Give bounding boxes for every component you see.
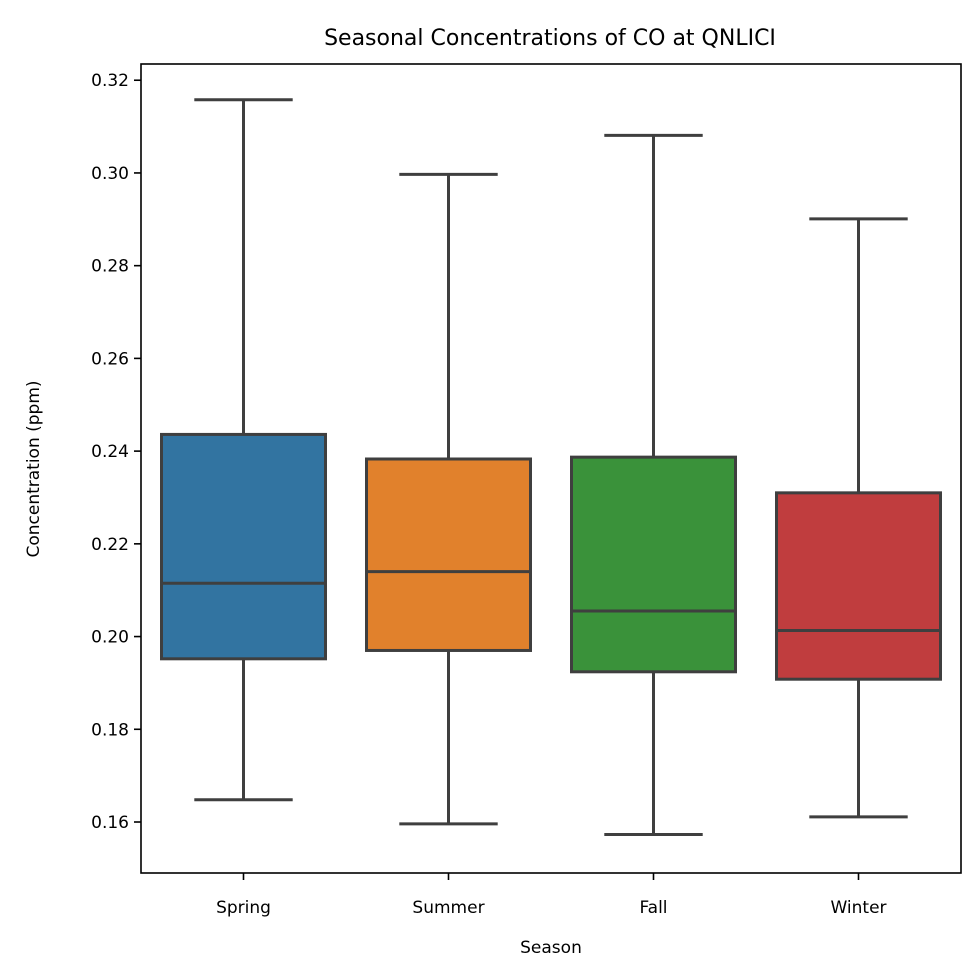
y-tick-label: 0.28: [91, 257, 129, 277]
y-axis-label: Concentration (ppm): [24, 380, 44, 557]
x-tick-label: Winter: [830, 898, 886, 918]
plot-area: 0.16 0.18 0.20 0.22 0.24 0.26 0.28 0.30 0.32 Spri…: [91, 63, 962, 918]
axes-frame: [140, 63, 962, 874]
y-tick-label: 0.22: [91, 535, 129, 555]
y-tick-label: 0.20: [91, 628, 129, 648]
x-tick-label: Fall: [639, 898, 667, 918]
box-fall: [570, 455, 737, 674]
box-spring: [160, 432, 327, 661]
y-tick-label: 0.24: [91, 442, 129, 462]
y-tick-label: 0.30: [91, 164, 129, 184]
x-tick-label: Spring: [216, 898, 271, 918]
y-tick-label: 0.26: [91, 349, 129, 369]
box-winter: [775, 491, 942, 681]
chart-title: Seasonal Concentrations of CO at QNLICI: [324, 26, 776, 51]
x-axis-label: Season: [520, 938, 582, 958]
x-tick-label: Summer: [412, 898, 484, 918]
box-summer: [365, 457, 532, 652]
y-tick-label: 0.32: [91, 71, 129, 91]
y-tick-label: 0.16: [91, 813, 129, 833]
y-tick-label: 0.18: [91, 720, 129, 740]
